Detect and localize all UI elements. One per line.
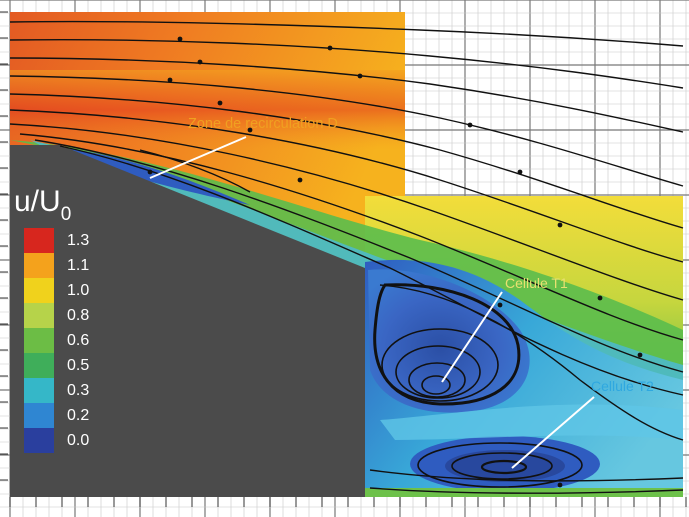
- leader-zone-d: [149, 136, 247, 179]
- colorbar: u/U0 1.3 1.1 1.0 0.8 0.6 0.5 0.3 0.2 0.0: [14, 185, 89, 453]
- streamlines: [9, 20, 684, 494]
- solid-body: [10, 145, 365, 497]
- cell-t1-vortex: [373, 283, 521, 406]
- colorbar-tick-label: 0.3: [67, 382, 89, 399]
- axis-ticks: [0, 11, 687, 507]
- colorbar-tick-label: 0.5: [67, 357, 89, 374]
- annotations: Zone de recirculation D Cellule T1 Cellu…: [149, 116, 654, 469]
- colorbar-swatch: [24, 403, 54, 428]
- label-cellule-t2: Cellule T2: [591, 378, 654, 394]
- colorbar-tick-label: 1.0: [67, 282, 89, 299]
- colorbar-title: u/U0: [14, 185, 71, 225]
- colorbar-swatch: [24, 328, 54, 353]
- colorbar-swatch: [24, 228, 54, 253]
- colorbar-tick-label: 0.2: [67, 407, 89, 424]
- colorbar-tick-label: 0.8: [67, 307, 89, 324]
- leader-cellule-t2: [511, 396, 595, 469]
- cell-t2-vortex: [417, 442, 583, 488]
- colorbar-tick-label: 0.0: [67, 432, 89, 449]
- colorbar-swatch: [24, 303, 54, 328]
- label-cellule-t1: Cellule T1: [505, 275, 568, 291]
- label-zone-recirculation-d: Zone de recirculation D: [188, 116, 338, 132]
- colorbar-swatch: [24, 253, 54, 278]
- colorbar-swatch: [24, 378, 54, 403]
- colorbar-swatch: [24, 353, 54, 378]
- colorbar-swatch: [24, 278, 54, 303]
- colorbar-swatch: [24, 428, 54, 453]
- colorbar-tick-label: 1.3: [67, 232, 89, 249]
- colorbar-tick-label: 0.6: [67, 332, 89, 349]
- colorbar-tick-label: 1.1: [67, 257, 89, 274]
- leader-cellule-t1: [441, 291, 503, 383]
- streamline-arrows: [147, 36, 643, 488]
